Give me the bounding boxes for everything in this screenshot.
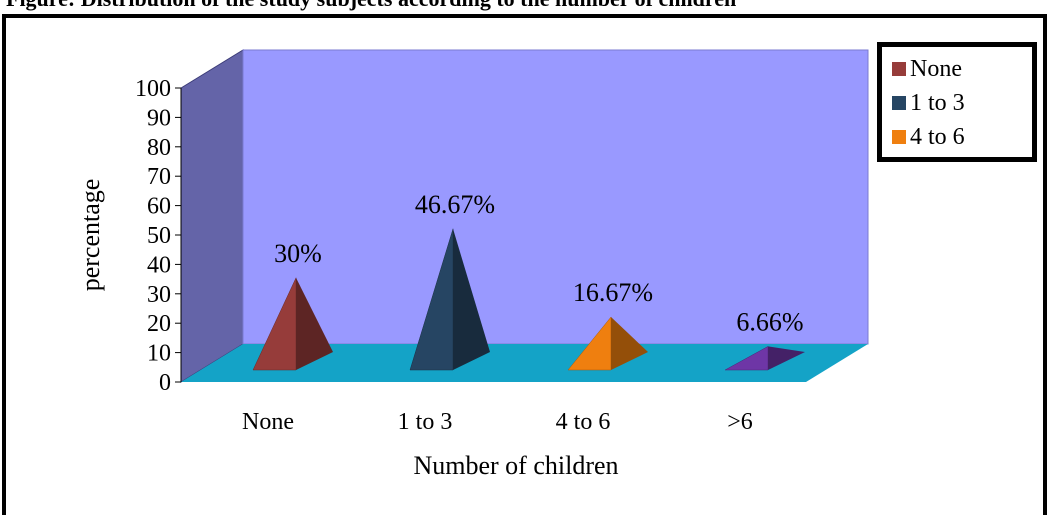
chart-side-wall xyxy=(180,49,244,383)
y-tick-label: 80 xyxy=(147,135,171,161)
data-label: 30% xyxy=(274,239,322,268)
data-label: 46.67% xyxy=(415,190,495,219)
legend-swatch-none xyxy=(892,62,906,76)
x-tick-label: >6 xyxy=(727,409,753,435)
y-tick-label: 40 xyxy=(147,252,171,278)
y-tick-label: 30 xyxy=(147,282,171,308)
legend-item-4-to-6: 4 to 6 xyxy=(892,123,965,151)
pyramid-side-face xyxy=(768,346,805,370)
y-tick-label: 100 xyxy=(135,76,171,102)
legend-label-none: None xyxy=(910,55,962,82)
y-tick-label: 0 xyxy=(159,370,171,396)
chart-legend: None 1 to 3 4 to 6 xyxy=(877,42,1037,162)
y-axis-title: percentage xyxy=(76,179,105,292)
x-tick-label: None xyxy=(242,409,294,435)
y-tick-label: 60 xyxy=(147,194,171,220)
y-tick-label: 90 xyxy=(147,105,171,131)
pyramid-side-face xyxy=(453,228,490,370)
y-tick-label: 20 xyxy=(147,311,171,337)
figure-caption-strip: Figure: Distribution of the study subjec… xyxy=(0,0,1053,14)
y-tick-label: 10 xyxy=(147,341,171,367)
data-label: 6.66% xyxy=(736,307,803,336)
x-tick-label: 4 to 6 xyxy=(556,409,611,435)
y-tick-label: 50 xyxy=(147,223,171,249)
x-tick-label: 1 to 3 xyxy=(398,409,453,435)
legend-swatch-1-to-3 xyxy=(892,96,906,110)
chart-floor xyxy=(181,344,868,382)
figure-caption: Figure: Distribution of the study subjec… xyxy=(6,0,736,12)
legend-label-4-to-6: 4 to 6 xyxy=(910,123,965,150)
pyramid-side-face xyxy=(296,277,333,370)
pyramid-side-face xyxy=(611,316,648,370)
data-label: 16.67% xyxy=(573,278,653,307)
legend-swatch-4-to-6 xyxy=(892,130,906,144)
chart-back-wall xyxy=(242,49,869,345)
x-axis-title: Number of children xyxy=(413,451,618,480)
chart-frame xyxy=(2,14,1047,515)
y-tick-label: 70 xyxy=(147,164,171,190)
legend-label-1-to-3: 1 to 3 xyxy=(910,89,965,116)
legend-item-1-to-3: 1 to 3 xyxy=(892,89,965,117)
legend-item-none: None xyxy=(892,55,962,83)
